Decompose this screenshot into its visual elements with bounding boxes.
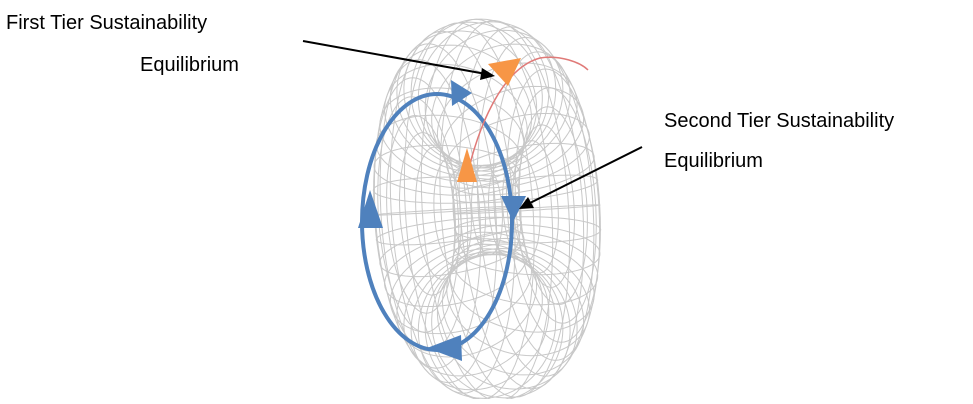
first-tier-loop (466, 56, 589, 179)
second-tier-arrow-right (501, 196, 526, 222)
torus-mesh-line (372, 176, 521, 204)
torus-mesh-line (424, 254, 564, 402)
torus-mesh-line (514, 87, 597, 324)
torus-mesh-line (420, 18, 554, 402)
torus-mesh-line (492, 51, 601, 361)
pointer-second-tier (519, 146, 643, 209)
torus-mesh-line (398, 132, 456, 296)
second-tier-label-line1: Second Tier Sustainability (664, 110, 895, 132)
second-tier-arrow-top (451, 80, 472, 106)
first-tier-arrow-top (488, 58, 521, 86)
torus-mesh-line (386, 114, 456, 314)
torus-mesh-line (373, 205, 522, 216)
torus-mesh-line (518, 106, 588, 306)
torus-mesh-line (415, 146, 462, 280)
first-tier-label-line2: Equilibrium (140, 54, 239, 76)
torus-mesh-line (379, 43, 498, 384)
first-tier-label-line1: First Tier Sustainability (6, 12, 208, 34)
torus-mesh-line (471, 164, 503, 256)
torus-mesh-line (512, 140, 559, 274)
pointer-first-tier (302, 40, 495, 80)
second-tier-label-line2: Equilibrium (664, 150, 763, 172)
torus-mesh-line (505, 68, 601, 343)
torus-mesh-line (377, 96, 460, 333)
torus-mesh-line (439, 19, 571, 398)
second-tier-arrow-left (358, 190, 383, 228)
torus-mesh-line (476, 36, 595, 377)
first-tier-arrow-left (457, 148, 477, 182)
second-tier-arrow-bottom (427, 335, 462, 361)
